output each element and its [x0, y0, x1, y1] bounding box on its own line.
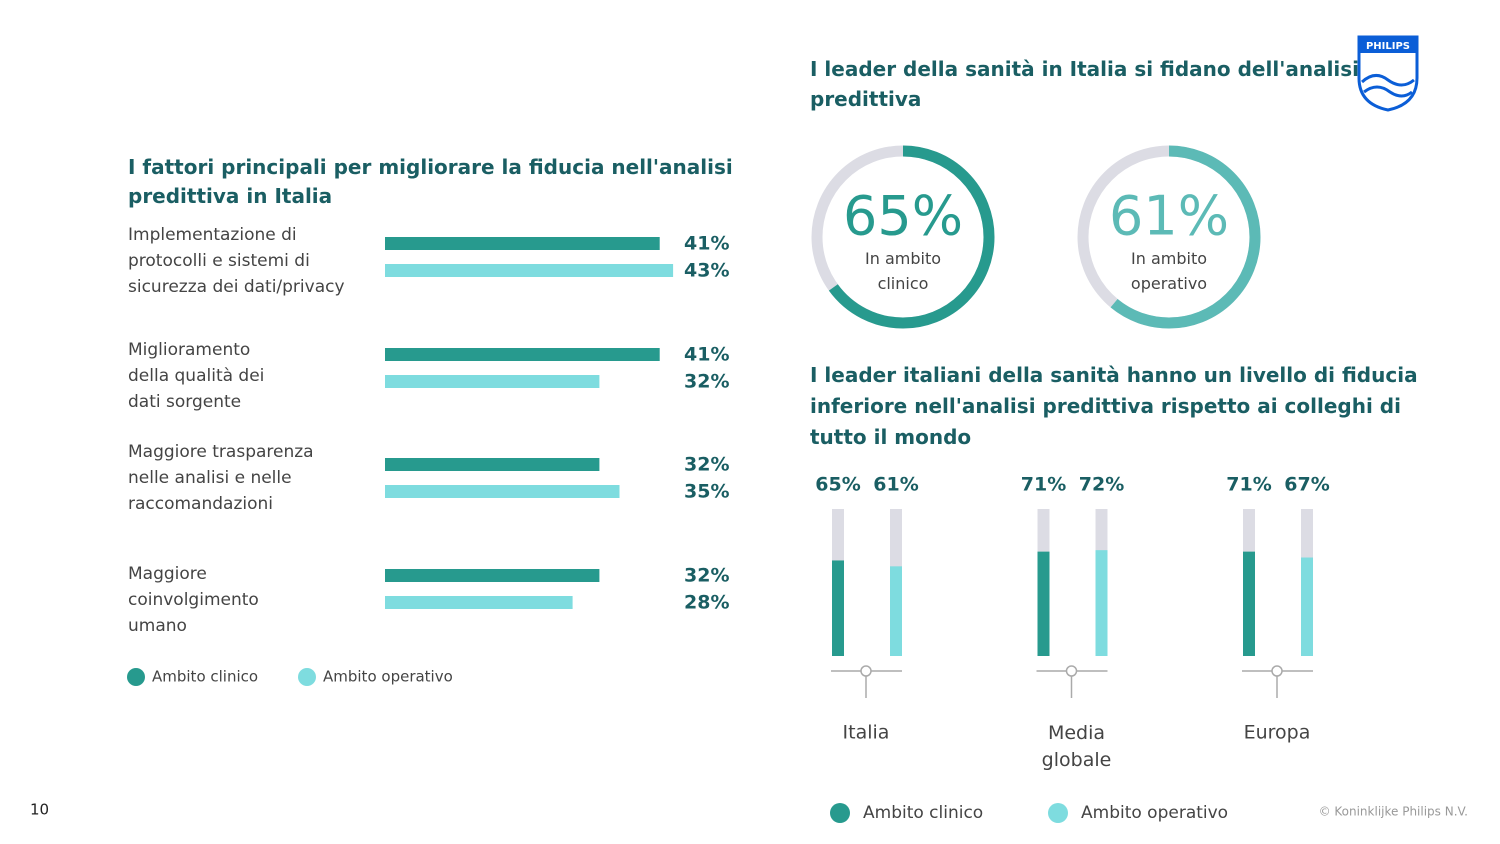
logo: PHILIPS [1357, 35, 1419, 112]
chart-title: I leader della sanità in Italia si fidan… [810, 57, 1359, 111]
logo-wave [1360, 74, 1415, 87]
value-label: 43% [684, 260, 729, 282]
logo-band [1359, 37, 1417, 53]
value-label: 61% [873, 474, 918, 496]
value-label: 72% [1079, 474, 1124, 496]
logo-wave [1363, 85, 1413, 98]
donut-arc [1077, 145, 1261, 329]
bar [385, 458, 600, 471]
category-label: Maggiore coinvolgimento umano [128, 564, 259, 636]
value-label: 41% [684, 233, 729, 255]
bar [385, 348, 660, 361]
bar [1243, 551, 1255, 656]
donut-value: 61% [1109, 185, 1229, 248]
bar [385, 375, 600, 388]
donut-label: In ambito clinico [865, 249, 941, 293]
page-number: 10 [30, 801, 49, 819]
donut-arc [811, 145, 995, 329]
donut-label: In ambito operativo [1131, 249, 1207, 293]
bar [1095, 550, 1108, 656]
bar [890, 566, 902, 656]
legend-swatch [1048, 803, 1068, 823]
value-label: 32% [684, 371, 729, 393]
legend-label: Ambito clinico [152, 668, 258, 686]
logo-text: PHILIPS [1366, 41, 1410, 52]
bar [1301, 557, 1313, 656]
value-label: 32% [684, 454, 729, 476]
node [1065, 665, 1078, 677]
bar [385, 569, 600, 582]
legend-label: Ambito operativo [323, 668, 453, 686]
value-label: 67% [1284, 474, 1329, 496]
chart-title: I fattori principali per migliorare la f… [128, 155, 733, 208]
category-label: Italia [843, 722, 890, 744]
bar [385, 264, 674, 277]
category-label: Media globale [1042, 722, 1112, 771]
copyright: © Koninklijke Philips N.V. [1319, 805, 1468, 819]
value-label: 28% [684, 592, 729, 614]
value-label: 35% [684, 481, 729, 503]
logo-shield [1357, 35, 1419, 112]
legend-swatch [830, 803, 850, 823]
bar [385, 596, 573, 609]
category-label: Implementazione di protocolli e sistemi d… [128, 225, 345, 297]
category-label: Miglioramento della qualità dei dati sorge… [128, 340, 264, 412]
value-label: 41% [684, 344, 729, 366]
value-label: 65% [815, 474, 860, 496]
category-label: Maggiore trasparenza nelle analisi e nell… [128, 442, 314, 514]
value-label: 71% [1021, 474, 1066, 496]
bar [832, 560, 844, 656]
bar [1037, 551, 1050, 656]
chart-title: I leader italiani della sanità hanno un … [810, 363, 1418, 449]
bar [385, 485, 620, 498]
donut-value: 65% [843, 185, 963, 248]
legend-label: Ambito clinico [863, 803, 983, 823]
node [860, 665, 872, 677]
value-label: 71% [1226, 474, 1271, 496]
category-label: Europa [1244, 722, 1311, 744]
value-label: 32% [684, 565, 729, 587]
legend-swatch [127, 668, 145, 686]
legend-label: Ambito operativo [1081, 803, 1228, 823]
bar [385, 237, 660, 250]
node [1271, 665, 1283, 677]
legend-swatch [298, 668, 316, 686]
